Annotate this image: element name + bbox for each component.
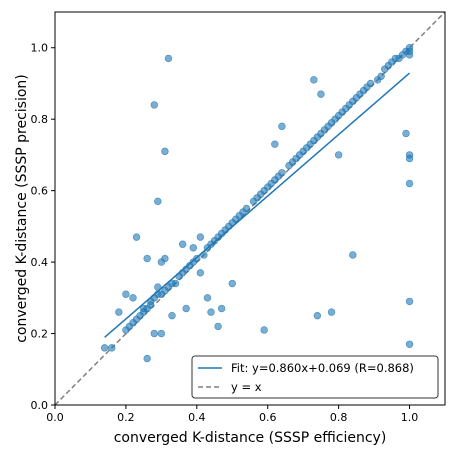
y-tick-label: 0.4 xyxy=(31,256,49,269)
scatter-point xyxy=(207,308,215,316)
scatter-point xyxy=(196,233,205,241)
fit-line xyxy=(104,72,411,338)
scatter-point xyxy=(143,254,151,263)
scatter-point xyxy=(405,340,414,348)
scatter-point xyxy=(405,179,414,188)
x-tick-label: 0.8 xyxy=(330,411,348,424)
scatter-point xyxy=(164,54,173,63)
scatter-point xyxy=(161,254,169,263)
scatter-point xyxy=(182,304,190,313)
x-tick-label: 0.0 xyxy=(46,411,64,424)
scatter-point xyxy=(178,240,187,248)
scatter-point xyxy=(405,297,414,306)
scatter-point xyxy=(108,344,116,352)
scatter-point xyxy=(157,329,166,338)
y-axis-label: converged K-distance (SSSP precision) xyxy=(14,74,30,343)
scatter-point xyxy=(150,101,158,109)
scatter-point xyxy=(278,169,286,177)
axis-ticks: 0.0 0.2 0.4 0.6 0.8 1.0 0.0 0.2 0.4 0.6 0.8 1.0 xyxy=(31,42,419,424)
scatter-point xyxy=(313,311,322,320)
y-tick-label: 0.8 xyxy=(31,113,49,126)
y-tick-label: 0.2 xyxy=(31,328,49,341)
scatter-point xyxy=(168,311,176,320)
y-tick-label: 0.0 xyxy=(31,399,49,412)
scatter-point xyxy=(310,76,318,84)
scatter-point xyxy=(402,129,410,138)
scatter-point xyxy=(242,204,251,213)
scatter-point xyxy=(214,322,222,331)
x-tick-label: 1.0 xyxy=(401,411,419,424)
y-tick-label: 0.6 xyxy=(31,185,49,198)
scatter-point xyxy=(317,90,325,98)
scatter-point xyxy=(189,244,197,252)
y-tick-label: 1.0 xyxy=(31,42,49,55)
x-axis-label: converged K-distance (SSSP efficiency) xyxy=(114,430,387,446)
plot-frame xyxy=(54,11,446,406)
scatter-point xyxy=(196,269,205,277)
scatter-point xyxy=(377,72,385,81)
legend-box xyxy=(191,355,439,399)
legend-fit-label: Fit: y=0.860x+0.069 (R=0.868) xyxy=(231,361,414,375)
scatter-point xyxy=(129,294,137,302)
scatter-point xyxy=(217,304,226,313)
scatter-point xyxy=(150,329,158,338)
scatter-point xyxy=(260,326,268,334)
legend-identity-label: y = x xyxy=(231,380,262,394)
scatter-point xyxy=(405,51,414,59)
scatter-point xyxy=(154,197,162,206)
scatter-point xyxy=(349,251,357,259)
x-tick-label: 0.6 xyxy=(259,411,277,424)
scatter-point xyxy=(122,290,130,298)
x-tick-label: 0.4 xyxy=(188,411,206,424)
legend: Fit: y=0.860x+0.069 (R=0.868) y = x xyxy=(191,355,439,399)
scatter-point xyxy=(327,308,336,316)
scatter-point xyxy=(271,140,279,148)
scatter-point xyxy=(161,147,169,156)
scatter-point xyxy=(366,79,375,88)
scatter-point xyxy=(334,151,343,159)
scatter-point xyxy=(143,354,151,363)
scatter-point xyxy=(278,122,286,131)
scatter-point xyxy=(132,233,141,241)
scatter-point xyxy=(203,294,212,302)
x-tick-label: 0.2 xyxy=(117,411,135,424)
scatter-point xyxy=(100,344,109,352)
scatter-point xyxy=(228,279,236,288)
scatter-point xyxy=(171,279,180,288)
scatter-point xyxy=(115,308,123,316)
plot-area xyxy=(55,12,445,405)
scatter-point xyxy=(405,154,414,163)
